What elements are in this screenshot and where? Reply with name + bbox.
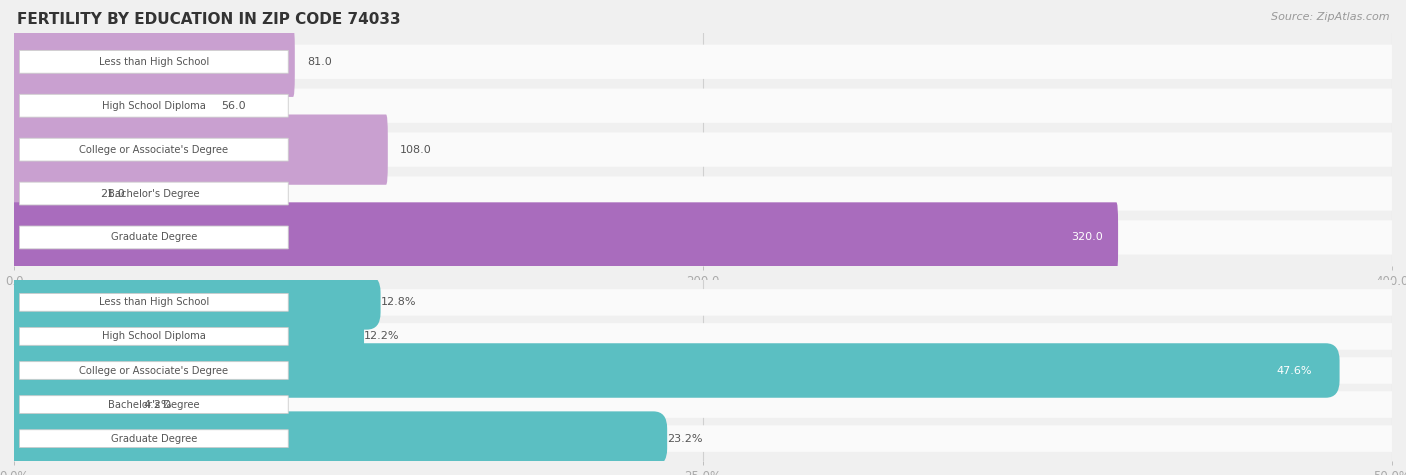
Text: Less than High School: Less than High School — [98, 57, 209, 67]
FancyBboxPatch shape — [14, 425, 1392, 452]
Text: FERTILITY BY EDUCATION IN ZIP CODE 74033: FERTILITY BY EDUCATION IN ZIP CODE 74033 — [17, 12, 401, 27]
FancyBboxPatch shape — [20, 182, 288, 205]
Text: Less than High School: Less than High School — [98, 297, 209, 307]
FancyBboxPatch shape — [14, 45, 1392, 79]
FancyBboxPatch shape — [0, 411, 668, 466]
Text: Bachelor's Degree: Bachelor's Degree — [108, 399, 200, 409]
Text: 108.0: 108.0 — [399, 144, 432, 155]
Text: Bachelor's Degree: Bachelor's Degree — [108, 189, 200, 199]
Text: High School Diploma: High School Diploma — [103, 332, 205, 342]
FancyBboxPatch shape — [14, 357, 1392, 384]
FancyBboxPatch shape — [0, 343, 1340, 398]
FancyBboxPatch shape — [20, 361, 288, 380]
FancyBboxPatch shape — [14, 176, 1392, 211]
Text: College or Associate's Degree: College or Associate's Degree — [79, 144, 229, 155]
FancyBboxPatch shape — [13, 158, 89, 228]
FancyBboxPatch shape — [0, 377, 143, 432]
FancyBboxPatch shape — [20, 50, 288, 73]
Text: 320.0: 320.0 — [1071, 232, 1102, 242]
Text: High School Diploma: High School Diploma — [103, 101, 205, 111]
FancyBboxPatch shape — [20, 396, 288, 413]
FancyBboxPatch shape — [14, 220, 1392, 255]
FancyBboxPatch shape — [0, 275, 381, 330]
Text: 47.6%: 47.6% — [1277, 365, 1312, 376]
FancyBboxPatch shape — [14, 88, 1392, 123]
Text: 56.0: 56.0 — [221, 101, 246, 111]
FancyBboxPatch shape — [14, 391, 1392, 418]
Text: 23.2%: 23.2% — [668, 434, 703, 444]
FancyBboxPatch shape — [14, 133, 1392, 167]
FancyBboxPatch shape — [13, 27, 295, 97]
Text: 21.0: 21.0 — [100, 189, 125, 199]
FancyBboxPatch shape — [20, 430, 288, 447]
FancyBboxPatch shape — [20, 138, 288, 161]
FancyBboxPatch shape — [20, 95, 288, 117]
FancyBboxPatch shape — [13, 202, 1118, 273]
Text: 12.8%: 12.8% — [381, 297, 416, 307]
Text: 81.0: 81.0 — [307, 57, 332, 67]
Text: College or Associate's Degree: College or Associate's Degree — [79, 365, 229, 376]
FancyBboxPatch shape — [14, 323, 1392, 350]
Text: 4.2%: 4.2% — [143, 399, 172, 409]
FancyBboxPatch shape — [20, 328, 288, 345]
FancyBboxPatch shape — [20, 226, 288, 249]
Text: Graduate Degree: Graduate Degree — [111, 232, 197, 242]
FancyBboxPatch shape — [13, 71, 208, 141]
Text: Source: ZipAtlas.com: Source: ZipAtlas.com — [1271, 12, 1389, 22]
FancyBboxPatch shape — [14, 289, 1392, 316]
Text: Graduate Degree: Graduate Degree — [111, 434, 197, 444]
Text: 12.2%: 12.2% — [364, 332, 399, 342]
FancyBboxPatch shape — [20, 294, 288, 311]
FancyBboxPatch shape — [13, 114, 388, 185]
FancyBboxPatch shape — [0, 309, 364, 364]
